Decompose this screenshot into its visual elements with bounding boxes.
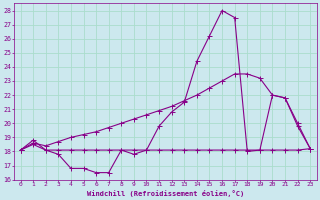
X-axis label: Windchill (Refroidissement éolien,°C): Windchill (Refroidissement éolien,°C) [87,190,244,197]
